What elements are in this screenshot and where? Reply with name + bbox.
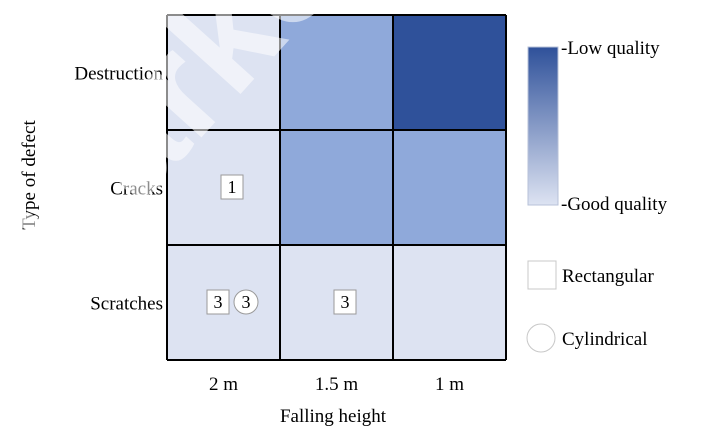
heatmap-markers: 13 3 3 xyxy=(206,174,357,315)
heatmap-cell-scratches-3 xyxy=(393,245,506,360)
marker-label: 3 xyxy=(242,292,251,312)
marker-rectangular xyxy=(220,174,244,200)
heatmap-cell-destruction-2 xyxy=(280,15,393,130)
marker-label: 1 xyxy=(228,177,237,197)
marker-label: 3 xyxy=(214,292,223,312)
marker-label: 3 xyxy=(341,292,350,312)
heatmap-cell-destruction-1 xyxy=(167,15,280,130)
legend-circle-swatch xyxy=(526,323,556,353)
y-tick-label: Scratches xyxy=(90,294,163,315)
colorbar xyxy=(527,46,559,206)
legend-rect-swatch xyxy=(527,260,557,290)
marker-rectangular xyxy=(206,289,230,315)
y-tick-label: Destruction xyxy=(74,64,163,85)
heatmap-cells xyxy=(167,15,506,360)
y-tick-label: Cracks xyxy=(110,179,163,200)
colorbar-low-label: -Good quality xyxy=(561,194,668,215)
x-axis-label: Falling height xyxy=(280,406,387,427)
y-axis-label: Type of defect xyxy=(19,120,40,230)
legend-circle-label: Cylindrical xyxy=(562,329,647,350)
marker-rectangular xyxy=(333,289,357,315)
legend-rect-label: Rectangular xyxy=(562,266,654,287)
x-tick-labels: 2 m 1.5 m 1 m xyxy=(209,374,464,395)
x-tick-label: 1.5 m xyxy=(315,374,359,395)
heatmap-cell-cracks-3 xyxy=(393,130,506,245)
heatmap-cell-destruction-3 xyxy=(393,15,506,130)
x-tick-label: 1 m xyxy=(435,374,464,395)
heatmap-grid xyxy=(166,14,507,361)
marker-cylindrical xyxy=(233,289,259,315)
x-tick-label: 2 m xyxy=(209,374,238,395)
y-tick-labels: Destruction Cracks Scratches xyxy=(74,64,163,315)
colorbar-high-label: -Low quality xyxy=(561,38,660,59)
heatmap-cell-cracks-2 xyxy=(280,130,393,245)
